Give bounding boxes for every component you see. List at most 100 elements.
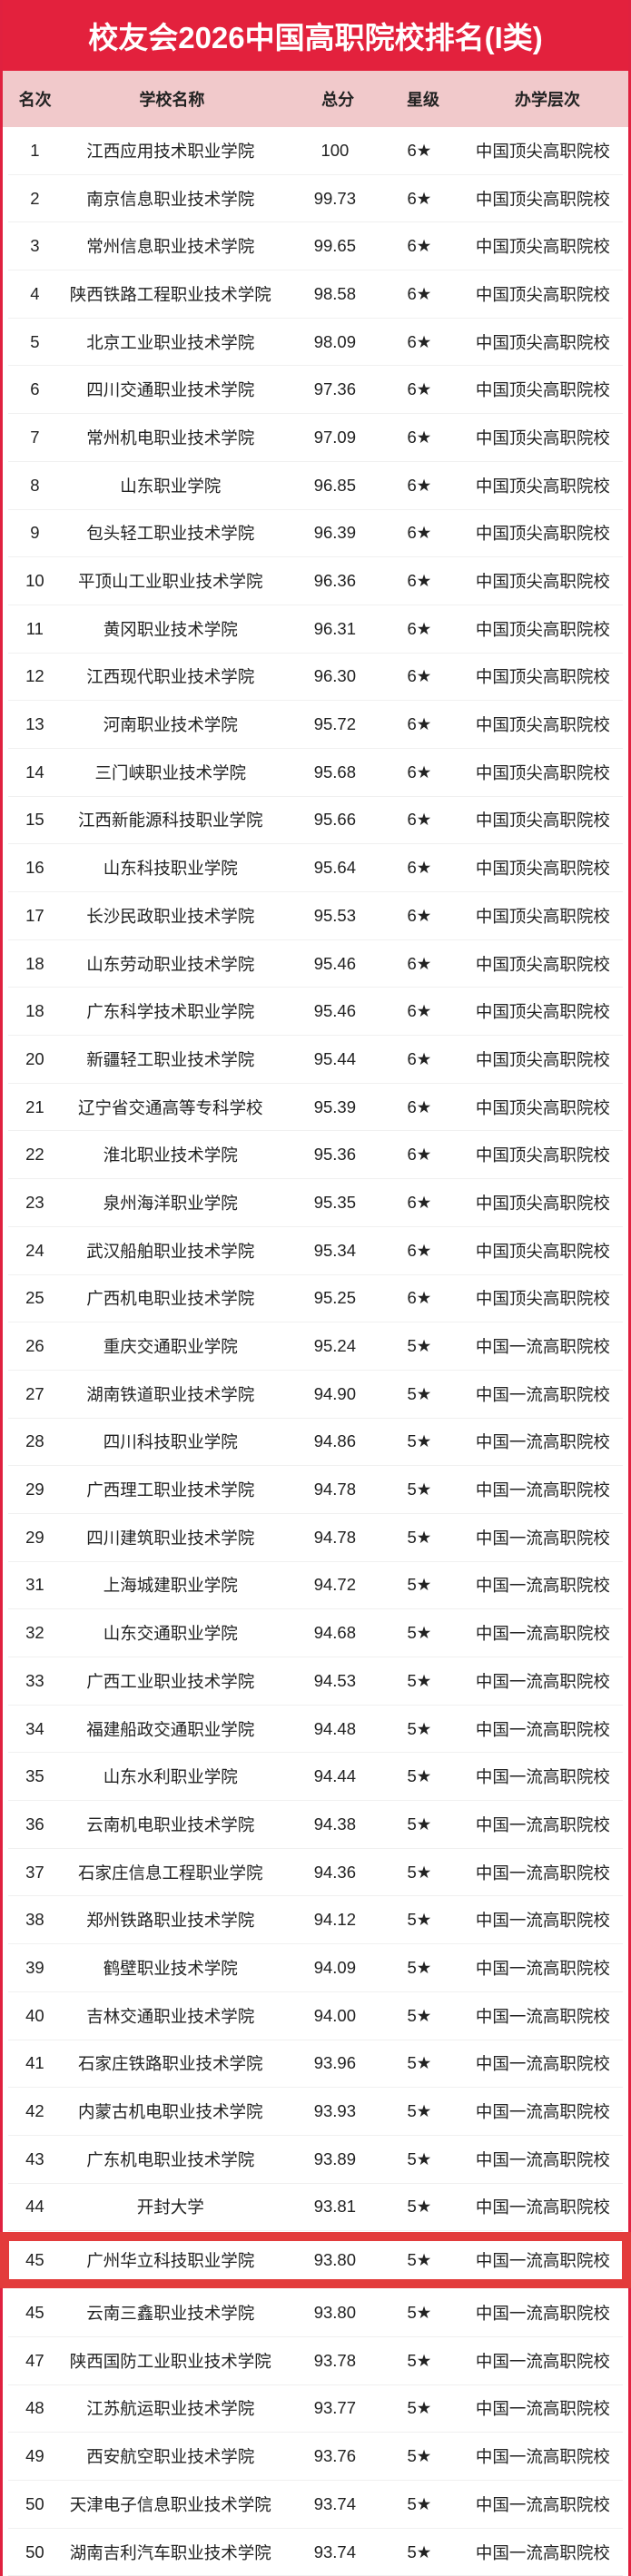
score-cell: 93.96 [313, 2053, 357, 2073]
score-cell: 95.34 [313, 1240, 357, 1260]
school-level-cell: 中国一流高职院校 [475, 1432, 610, 1452]
star-level-cell: 6★ [407, 953, 432, 973]
school-level-cell: 中国一流高职院校 [475, 1719, 610, 1739]
school-level-cell: 中国顶尖高职院校 [475, 380, 610, 400]
school-name-cell: 广西机电职业技术学院 [86, 1289, 255, 1309]
school-level-cell: 中国顶尖高职院校 [475, 524, 610, 544]
school-level-cell: 中国顶尖高职院校 [475, 1193, 610, 1213]
star-level-cell: 6★ [407, 427, 432, 447]
school-name-cell: 南京信息职业技术学院 [86, 189, 255, 209]
school-level-cell: 中国顶尖高职院校 [475, 1049, 610, 1069]
school-name-cell: 山东科技职业学院 [103, 859, 238, 879]
star-level-cell: 5★ [407, 2446, 432, 2466]
school-level-cell: 中国顶尖高职院校 [475, 1145, 610, 1165]
rank-cell: 7 [30, 427, 40, 447]
school-level-cell: 中国一流高职院校 [475, 1624, 610, 1644]
school-name-cell: 陕西铁路工程职业技术学院 [69, 284, 271, 304]
rank-cell: 27 [25, 1383, 44, 1403]
school-level-cell: 中国顶尖高职院校 [475, 1241, 610, 1261]
table-row-highlighted: 45 广州华立科技职业学院 93.80 5★ 中国一流高职院校 [0, 2232, 631, 2289]
school-name-cell: 新疆轻工职业技术学院 [86, 1049, 255, 1069]
score-cell: 98.58 [313, 283, 357, 303]
score-cell: 95.46 [313, 1001, 357, 1021]
school-name-cell: 石家庄铁路职业技术学院 [77, 2054, 263, 2074]
score-cell: 99.65 [313, 236, 357, 256]
rank-cell: 18 [25, 953, 44, 973]
school-level-cell: 中国一流高职院校 [475, 2250, 610, 2270]
school-level-cell: 中国一流高职院校 [475, 2351, 610, 2371]
school-level-cell: 中国顶尖高职院校 [475, 1289, 610, 1309]
table-row: 36 云南机电职业技术学院 94.38 5★ 中国一流高职院校 [8, 1801, 623, 1849]
star-level-cell: 5★ [407, 2493, 432, 2513]
table-row: 8 山东职业学院 96.85 6★ 中国顶尖高职院校 [8, 462, 623, 510]
star-level-cell: 5★ [407, 2303, 432, 2323]
score-cell: 95.66 [313, 810, 357, 830]
school-level-cell: 中国一流高职院校 [475, 2447, 610, 2467]
star-level-cell: 5★ [407, 1383, 432, 1403]
star-level-cell: 5★ [407, 1910, 432, 1930]
table-row: 41 石家庄铁路职业技术学院 93.96 5★ 中国一流高职院校 [8, 2040, 623, 2089]
score-cell: 98.09 [313, 331, 357, 351]
table-row: 27 湖南铁道职业技术学院 94.90 5★ 中国一流高职院校 [8, 1371, 623, 1419]
table-row: 20 新疆轻工职业技术学院 95.44 6★ 中国顶尖高职院校 [8, 1036, 623, 1084]
star-level-cell: 5★ [407, 1336, 432, 1356]
rank-cell: 50 [25, 2493, 44, 2513]
school-name-cell: 山东职业学院 [120, 476, 222, 496]
school-level-cell: 中国一流高职院校 [475, 2149, 610, 2169]
school-name-cell: 鹤壁职业技术学院 [103, 1958, 238, 1978]
school-name-cell: 吉林交通职业技术学院 [86, 2006, 255, 2026]
score-cell: 94.48 [313, 1718, 357, 1738]
rank-cell: 29 [25, 1480, 44, 1499]
school-name-cell: 武汉船舶职业技术学院 [86, 1241, 255, 1261]
star-level-cell: 6★ [407, 1096, 432, 1116]
table-row: 29 广西理工职业技术学院 94.78 5★ 中国一流高职院校 [8, 1466, 623, 1514]
star-level-cell: 5★ [407, 2398, 432, 2418]
star-level-cell: 5★ [407, 1814, 432, 1834]
score-cell: 93.89 [313, 2148, 357, 2168]
rank-cell: 28 [25, 1431, 44, 1451]
star-level-cell: 6★ [407, 571, 432, 591]
star-level-cell: 5★ [407, 1957, 432, 1977]
school-level-cell: 中国顶尖高职院校 [475, 667, 610, 687]
school-name-cell: 三门峡职业技术学院 [94, 762, 246, 782]
score-cell: 95.72 [313, 714, 357, 734]
rank-cell: 49 [25, 2446, 44, 2466]
table-row: 1 江西应用技术职业学院 100 6★ 中国顶尖高职院校 [8, 127, 623, 175]
table-row: 28 四川科技职业学院 94.86 5★ 中国一流高职院校 [8, 1419, 623, 1467]
table-row: 47 陕西国防工业职业技术学院 93.78 5★ 中国一流高职院校 [8, 2337, 623, 2385]
school-level-cell: 中国一流高职院校 [475, 1528, 610, 1548]
rank-cell: 36 [25, 1814, 44, 1834]
school-level-cell: 中国一流高职院校 [475, 1814, 610, 1834]
school-level-cell: 中国顶尖高职院校 [475, 332, 610, 352]
rank-cell: 44 [25, 2197, 44, 2217]
school-level-cell: 中国一流高职院校 [475, 2542, 610, 2562]
school-name-cell: 包头轻工职业技术学院 [86, 524, 255, 544]
star-level-cell: 6★ [407, 1240, 432, 1260]
score-cell: 94.53 [313, 1670, 357, 1690]
school-name-cell: 淮北职业技术学院 [103, 1145, 238, 1165]
rank-cell: 45 [25, 2249, 44, 2269]
table-row: 50 天津电子信息职业技术学院 93.74 5★ 中国一流高职院校 [8, 2481, 623, 2529]
score-cell: 94.38 [313, 1814, 357, 1834]
star-level-cell: 5★ [407, 2350, 432, 2370]
school-name-cell: 常州信息职业技术学院 [86, 237, 255, 257]
school-name-cell: 黄冈职业技术学院 [103, 619, 238, 639]
star-level-cell: 5★ [407, 2005, 432, 2025]
score-cell: 93.81 [313, 2197, 357, 2217]
score-cell: 95.53 [313, 905, 357, 925]
rank-cell: 24 [25, 1240, 44, 1260]
rank-cell: 34 [25, 1718, 44, 1738]
school-name-cell: 内蒙古机电职业技术学院 [77, 2102, 263, 2122]
score-cell: 95.44 [313, 1048, 357, 1068]
rank-cell: 40 [25, 2005, 44, 2025]
score-cell: 95.46 [313, 953, 357, 973]
rank-cell: 50 [25, 2542, 44, 2561]
star-level-cell: 6★ [407, 666, 432, 686]
school-name-cell: 湖南吉利汽车职业技术学院 [69, 2542, 271, 2562]
score-cell: 94.78 [313, 1480, 357, 1499]
star-level-cell: 5★ [407, 2249, 432, 2269]
rank-cell: 11 [25, 618, 44, 638]
school-level-cell: 中国一流高职院校 [475, 2304, 610, 2324]
school-name-cell: 常州机电职业技术学院 [86, 428, 255, 447]
score-cell: 93.76 [313, 2446, 357, 2466]
